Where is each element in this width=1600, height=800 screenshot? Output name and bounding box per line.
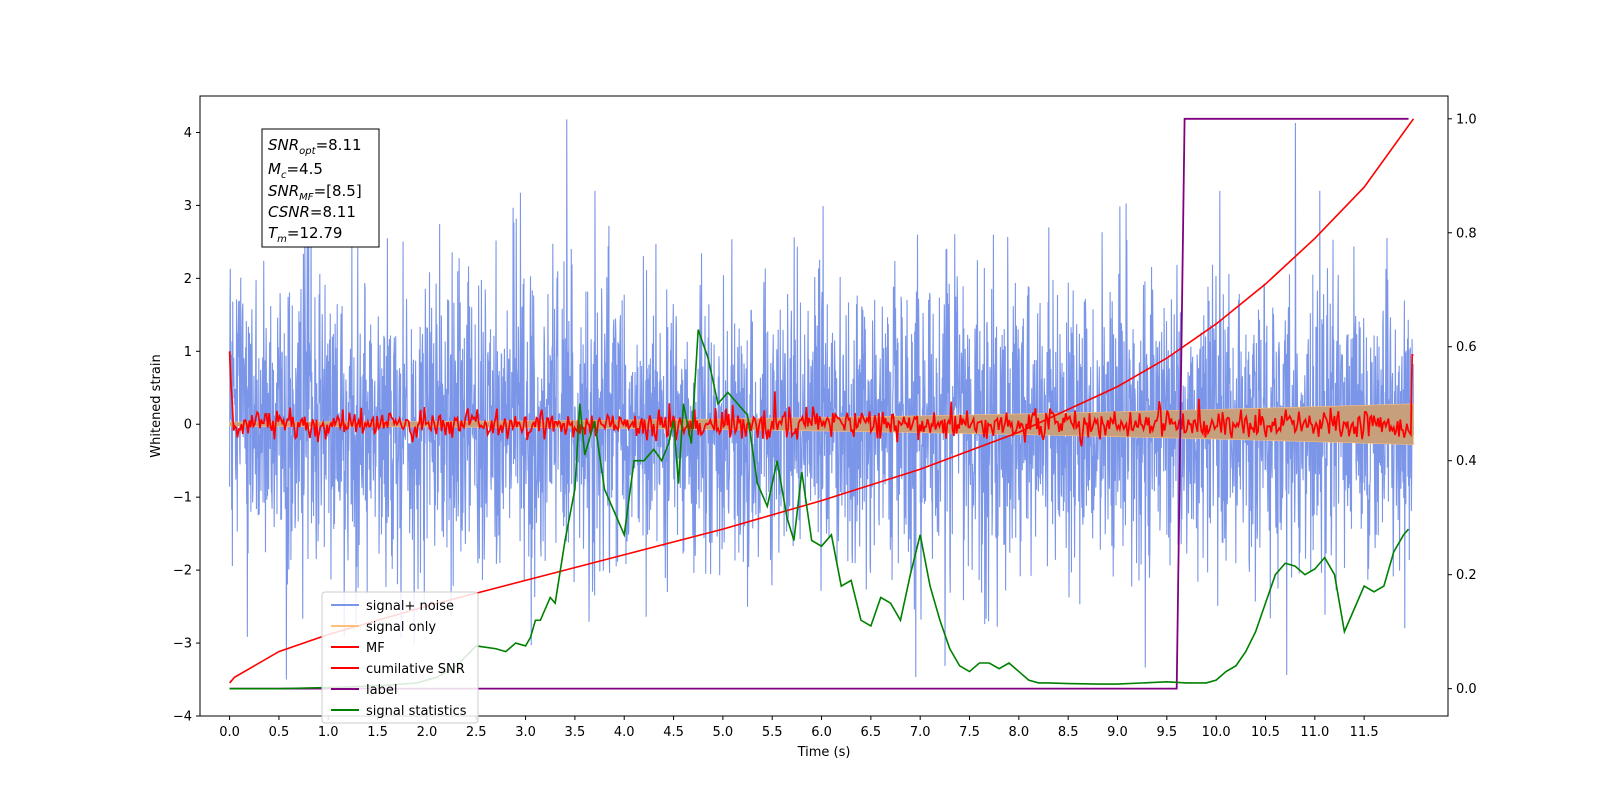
x-tick-label: 2.5 <box>466 725 487 740</box>
series-label <box>229 117 1409 690</box>
x-tick-label: 1.5 <box>367 725 388 740</box>
x-tick-label: 9.0 <box>1107 725 1128 740</box>
plot-frame <box>199 95 1449 717</box>
legend-frame <box>321 591 479 724</box>
legend-label-mf: MF <box>366 641 385 656</box>
y-tick-label: −1 <box>173 491 192 506</box>
y2-tick-label: 0.4 <box>1456 454 1477 469</box>
legend-label-label: label <box>366 683 397 698</box>
legend-label-signal-only: signal only <box>366 620 436 635</box>
x-tick-label: 5.0 <box>713 725 734 740</box>
x-tick-label: 7.5 <box>959 725 980 740</box>
y2-tick-label: 0.2 <box>1456 568 1477 583</box>
y2-tick-label: 1.0 <box>1456 112 1477 127</box>
x-tick-label: 3.0 <box>515 725 536 740</box>
annotation-csnr: CSNR=8.11 <box>268 203 356 221</box>
legend-label-signal-statistics: signal statistics <box>366 704 467 719</box>
annotation-snr-opt: SNRopt=8.11 <box>268 136 362 157</box>
x-tick-label: 1.0 <box>318 725 339 740</box>
annotation-mc: Mc=4.5 <box>268 160 323 181</box>
x-tick-label: 0.0 <box>219 725 240 740</box>
x-tick-label: 0.5 <box>269 725 290 740</box>
y-axis-left: 4 3 2 1 0 −1 −2 −3 −4 <box>173 126 200 725</box>
annotation-snr-mf: SNRMF=[8.5] <box>268 182 362 203</box>
y-axis-right: 1.0 0.8 0.6 0.4 0.2 0.0 <box>1448 112 1477 697</box>
y-tick-label: 3 <box>184 199 192 214</box>
legend-label-signal-noise: signal+ noise <box>366 599 454 614</box>
x-tick-label: 11.0 <box>1300 725 1329 740</box>
x-tick-label: 6.5 <box>861 725 882 740</box>
y-tick-label: −3 <box>173 637 192 652</box>
x-tick-label: 5.5 <box>762 725 783 740</box>
x-tick-label: 10.5 <box>1251 725 1280 740</box>
x-tick-label: 11.5 <box>1350 725 1379 740</box>
x-tick-label: 7.0 <box>910 725 931 740</box>
y-tick-label: 4 <box>184 126 192 141</box>
y2-tick-label: 0.0 <box>1456 682 1477 697</box>
y-tick-label: 1 <box>184 345 192 360</box>
x-axis: 0.0 0.5 1.0 1.5 2.0 2.5 3.0 3.5 4.0 4.5 5.0 5.5 6.0 6… <box>219 716 1379 740</box>
annotation-box: SNRopt=8.11 Mc=4.5 SNRMF=[8.5] CSNR=8.11… <box>261 128 380 248</box>
x-tick-label: 8.5 <box>1058 725 1079 740</box>
y-axis-label: Whitened strain <box>149 354 164 457</box>
x-tick-label: 4.5 <box>663 725 684 740</box>
y2-tick-label: 0.8 <box>1456 226 1477 241</box>
series-signal-statistics <box>229 329 1410 690</box>
y-tick-label: 0 <box>184 418 192 433</box>
x-tick-label: 8.0 <box>1009 725 1030 740</box>
series-signal-noise <box>229 119 1415 680</box>
x-tick-label: 3.5 <box>565 725 586 740</box>
series-mf <box>228 351 1414 447</box>
y-tick-label: 2 <box>184 272 192 287</box>
y2-tick-label: 0.6 <box>1456 340 1477 355</box>
x-tick-label: 2.0 <box>417 725 438 740</box>
x-tick-label: 4.0 <box>614 725 635 740</box>
x-tick-label: 6.0 <box>811 725 832 740</box>
legend: signal+ noise signal only MF cumilative … <box>321 591 479 724</box>
annotation-tm: Tm=12.79 <box>268 224 342 245</box>
y-tick-label: −2 <box>173 564 192 579</box>
annotation-frame <box>261 128 380 248</box>
y-tick-label: −4 <box>173 710 192 725</box>
plot-area <box>228 117 1415 690</box>
series-cumulative-snr <box>228 118 1415 684</box>
x-axis-label: Time (s) <box>797 745 851 760</box>
legend-label-cumulative-snr: cumilative SNR <box>366 662 465 677</box>
x-tick-label: 9.5 <box>1156 725 1177 740</box>
x-tick-label: 10.0 <box>1202 725 1231 740</box>
